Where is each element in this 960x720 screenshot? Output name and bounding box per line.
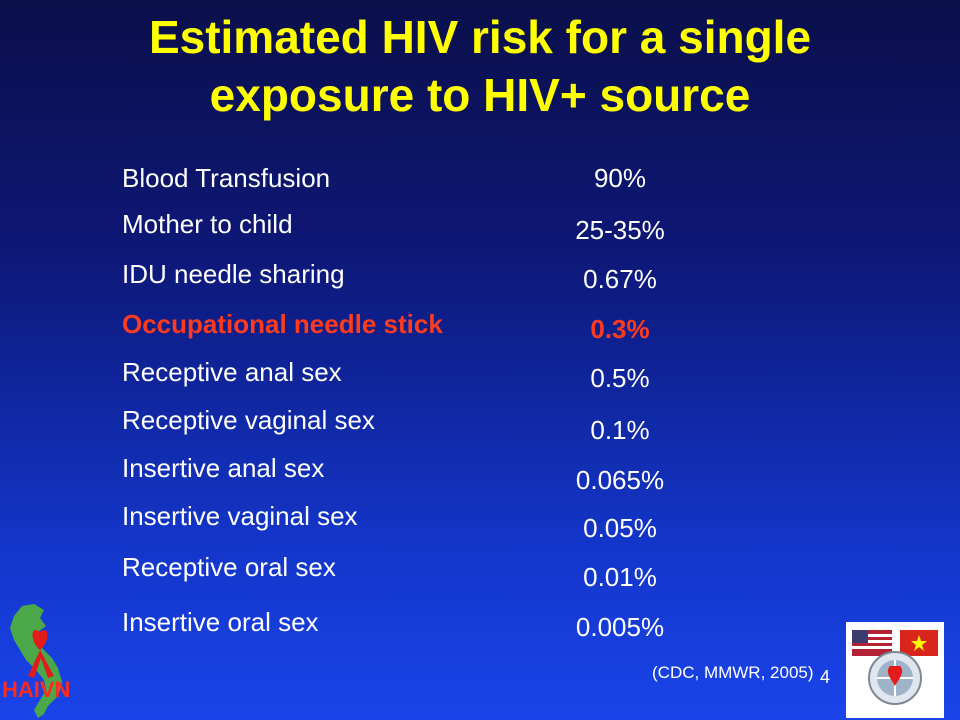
row-label-highlighted: Occupational needle stick [122,309,443,339]
row-value: 25-35% [575,215,665,245]
row-label: Receptive oral sex [122,552,336,582]
row-label: Receptive anal sex [122,357,342,387]
row-value: 0.1% [590,415,650,445]
row-value: 0.01% [583,562,657,592]
us-vietnam-flags-globe-seal-icon [846,622,944,718]
row-label: Mother to child [122,209,293,239]
row-label: Insertive anal sex [122,453,325,483]
haivn-logo-text: HAIVN [2,677,71,702]
row-value: 90% [593,163,647,193]
row-label: Blood Transfusion [122,163,331,193]
slide-title: Estimated HIV risk for a single exposure… [148,11,812,121]
row-label: Insertive oral sex [122,607,319,637]
row-label: Insertive vaginal sex [122,501,358,531]
row-value: 0.05% [583,513,657,543]
row-value: 0.5% [590,363,650,393]
row-label: Receptive vaginal sex [122,405,375,435]
row-value-highlighted: 0.3% [590,314,650,344]
page-number: 4 [820,667,831,687]
row-value: 0.67% [583,264,657,294]
vietnam-map-red-ribbon-icon [10,604,62,718]
citation-source: (CDC, MMWR, 2005) [652,663,814,682]
row-value: 0.005% [575,612,665,642]
row-value: 0.065% [575,465,665,495]
row-label: IDU needle sharing [122,259,345,289]
